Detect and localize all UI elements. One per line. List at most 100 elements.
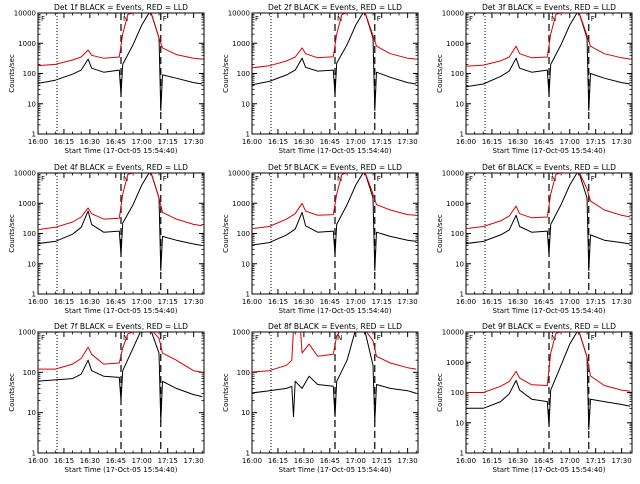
annotation-letter: N <box>337 334 342 342</box>
x-tick-label: 16:30 <box>294 457 314 465</box>
x-tick-label: 17:30 <box>398 138 418 146</box>
y-tick-label: 10000 <box>14 170 36 178</box>
y-tick-label: 10000 <box>442 10 464 18</box>
series-line-events <box>466 13 631 111</box>
annotation-letter: F <box>591 175 595 183</box>
y-tick-label: 10 <box>241 409 250 417</box>
series-line-events <box>38 173 203 271</box>
x-tick-label: 17:00 <box>560 298 580 306</box>
y-tick-label: 10 <box>455 260 464 268</box>
x-tick-label: 16:30 <box>508 298 528 306</box>
series-line-lld <box>38 173 203 231</box>
y-tick-label: 100 <box>23 70 36 78</box>
y-tick-label: 10000 <box>228 170 250 178</box>
series-line-events <box>38 13 203 111</box>
x-tick-label: 16:15 <box>482 457 502 465</box>
series-line-lld <box>466 173 631 230</box>
x-tick-label: 17:15 <box>372 298 392 306</box>
x-tick-label: 16:00 <box>456 298 476 306</box>
x-tick-label: 16:00 <box>456 457 476 465</box>
x-tick-label: 16:30 <box>80 298 100 306</box>
y-tick-label: 100 <box>237 230 250 238</box>
x-tick-label: 17:00 <box>132 138 152 146</box>
annotation-letter: N <box>123 15 128 23</box>
x-tick-label: 16:00 <box>28 298 48 306</box>
x-axis-label: Start Time (17-Oct-05 15:54:40) <box>493 307 606 315</box>
x-tick-label: 16:15 <box>482 298 502 306</box>
x-tick-label: 17:00 <box>346 138 366 146</box>
y-tick-label: 1 <box>32 291 36 299</box>
y-tick-label: 1000 <box>446 200 464 208</box>
x-tick-label: 17:00 <box>132 298 152 306</box>
x-tick-label: 17:00 <box>132 457 152 465</box>
panel-title: Det 1f BLACK = Events, RED = LLD <box>54 3 188 12</box>
x-tick-label: 16:00 <box>456 138 476 146</box>
x-tick-label: 16:30 <box>508 138 528 146</box>
series-line-events <box>252 173 417 271</box>
x-tick-label: 17:00 <box>560 457 580 465</box>
series-line-events <box>252 332 417 423</box>
series-line-lld <box>38 332 203 373</box>
y-tick-label: 10000 <box>442 170 464 178</box>
x-axis-label: Start Time (17-Oct-05 15:54:40) <box>279 466 392 474</box>
y-tick-label: 100 <box>237 369 250 377</box>
x-tick-label: 17:30 <box>398 298 418 306</box>
y-tick-label: 10000 <box>228 10 250 18</box>
series-line-lld <box>466 13 631 67</box>
x-tick-label: 17:15 <box>372 138 392 146</box>
x-tick-label: 16:15 <box>54 138 74 146</box>
x-axis-label: Start Time (17-Oct-05 15:54:40) <box>65 307 178 315</box>
x-tick-label: 17:00 <box>346 298 366 306</box>
y-tick-label: 10 <box>27 100 36 108</box>
x-tick-label: 17:15 <box>158 457 178 465</box>
x-tick-label: 16:15 <box>268 298 288 306</box>
x-tick-label: 17:15 <box>158 138 178 146</box>
annotation-letter: F <box>255 334 259 342</box>
x-tick-label: 16:30 <box>294 138 314 146</box>
x-tick-label: 16:00 <box>242 457 262 465</box>
y-tick-label: 10 <box>241 260 250 268</box>
y-axis-label: Counts/sec <box>8 373 16 412</box>
series-line-lld <box>252 173 417 230</box>
annotation-letter: F <box>255 175 259 183</box>
series-line-events <box>252 13 417 111</box>
x-tick-label: 17:30 <box>184 457 204 465</box>
x-tick-label: 17:00 <box>346 457 366 465</box>
annotation-letter: N <box>551 334 556 342</box>
annotation-letter: F <box>41 175 45 183</box>
y-axis-label: Counts/sec <box>436 373 444 412</box>
x-tick-label: 16:45 <box>320 457 340 465</box>
y-tick-label: 10 <box>27 260 36 268</box>
y-tick-label: 1 <box>246 131 250 139</box>
panel-det-7: Det 7f BLACK = Events, RED = LLD 1 10 100 10… <box>8 322 205 474</box>
annotation-letter: N <box>123 175 128 183</box>
annotation-letter: F <box>41 334 45 342</box>
y-axis-label: Counts/sec <box>222 214 230 253</box>
series-line-events <box>466 332 631 430</box>
x-tick-label: 16:30 <box>508 457 528 465</box>
y-tick-label: 1 <box>32 450 36 458</box>
panel-title: Det 3f BLACK = Events, RED = LLD <box>482 3 616 12</box>
y-axis-label: Counts/sec <box>8 54 16 93</box>
x-tick-label: 16:30 <box>294 298 314 306</box>
x-tick-label: 16:15 <box>54 457 74 465</box>
annotation-letter: F <box>377 15 381 23</box>
x-tick-label: 17:30 <box>184 138 204 146</box>
y-tick-label: 1 <box>460 450 464 458</box>
panel-det-9: Det 9f BLACK = Events, RED = LLD 1 10 100 10… <box>436 322 633 474</box>
series-line-lld <box>252 332 417 373</box>
x-tick-label: 17:30 <box>612 457 632 465</box>
x-axis-label: Start Time (17-Oct-05 15:54:40) <box>65 147 178 155</box>
y-tick-label: 1 <box>246 291 250 299</box>
x-tick-label: 17:15 <box>158 298 178 306</box>
x-tick-label: 16:45 <box>534 298 554 306</box>
y-tick-label: 1 <box>460 131 464 139</box>
annotation-letter: F <box>163 175 167 183</box>
annotation-letter: F <box>469 15 473 23</box>
series-line-lld <box>38 13 203 67</box>
x-tick-label: 16:15 <box>482 138 502 146</box>
series-line-lld <box>466 332 631 393</box>
panel-title: Det 6f BLACK = Events, RED = LLD <box>482 163 616 172</box>
